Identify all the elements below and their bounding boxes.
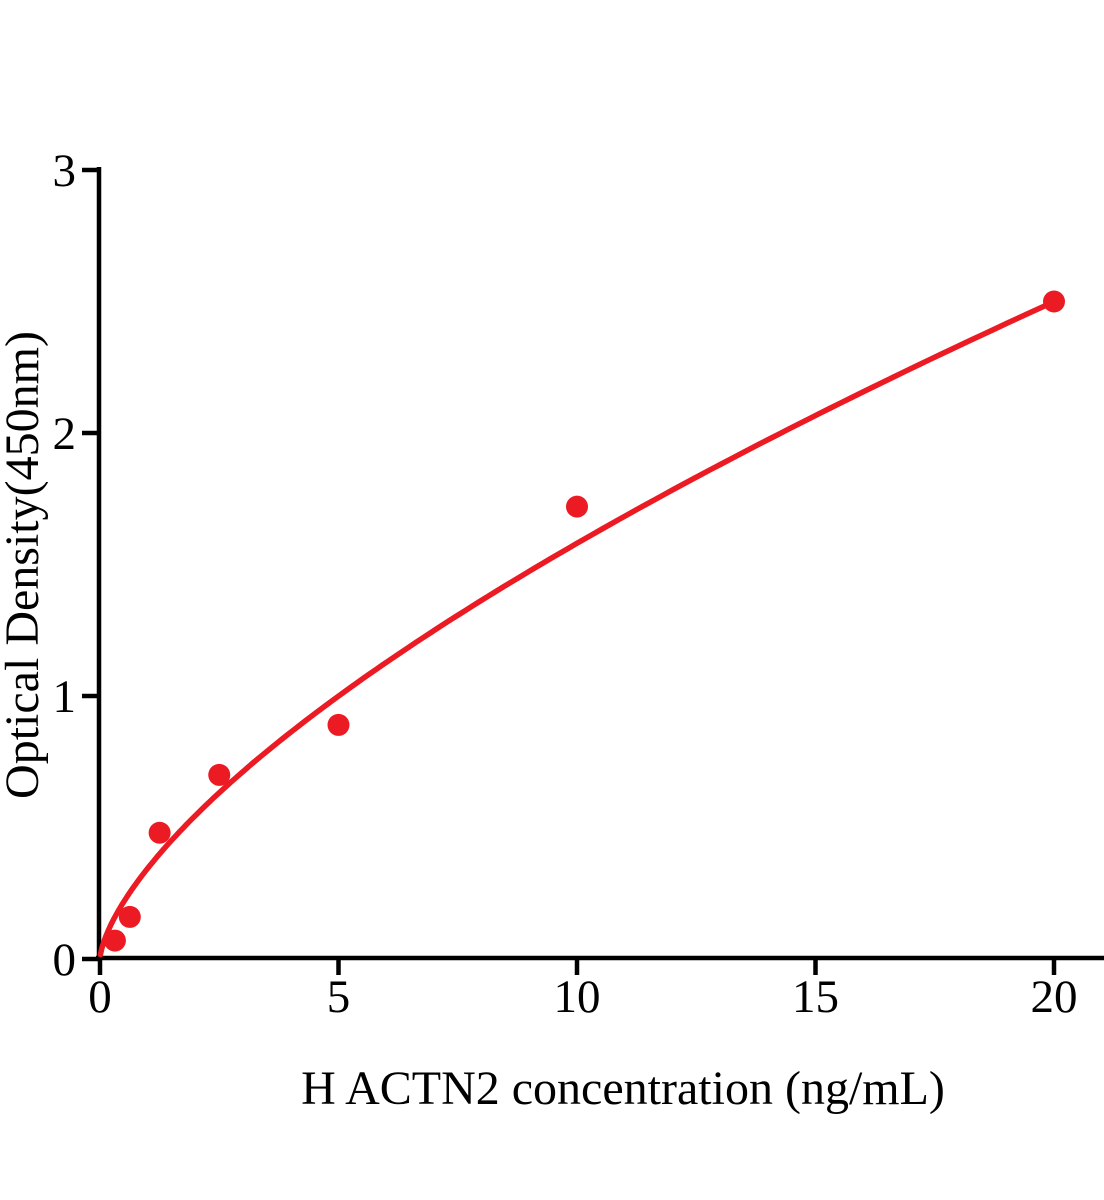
data-point (208, 763, 231, 786)
data-point (327, 713, 350, 736)
data-point (1043, 290, 1065, 313)
y-axis-ticks (82, 167, 98, 962)
data-point (566, 495, 588, 518)
y-tick-label: 0 (53, 934, 77, 986)
y-axis-tick-labels: 0 1 2 3 (53, 145, 77, 986)
fit-curve (97, 298, 1057, 958)
y-tick-label: 1 (53, 671, 77, 723)
x-tick-label: 15 (792, 971, 839, 1023)
y-tick-label: 3 (53, 145, 77, 197)
x-tick-label: 5 (327, 971, 351, 1023)
x-axis-title: H ACTN2 concentration (ng/mL) (301, 1062, 945, 1115)
x-tick-label: 10 (554, 971, 601, 1023)
data-point (148, 821, 171, 844)
x-axis-ticks (97, 959, 1057, 975)
x-tick-label: 20 (1031, 971, 1078, 1023)
y-tick-label: 2 (53, 408, 77, 460)
fit-curve-path (97, 298, 1057, 958)
x-tick-label: 0 (88, 971, 112, 1023)
data-point (103, 929, 126, 952)
x-axis-tick-labels: 0 5 10 15 20 (88, 971, 1077, 1023)
y-axis-title: Optical Density(450nm) (0, 331, 49, 799)
data-point (118, 905, 141, 928)
scatter-points (103, 290, 1065, 952)
